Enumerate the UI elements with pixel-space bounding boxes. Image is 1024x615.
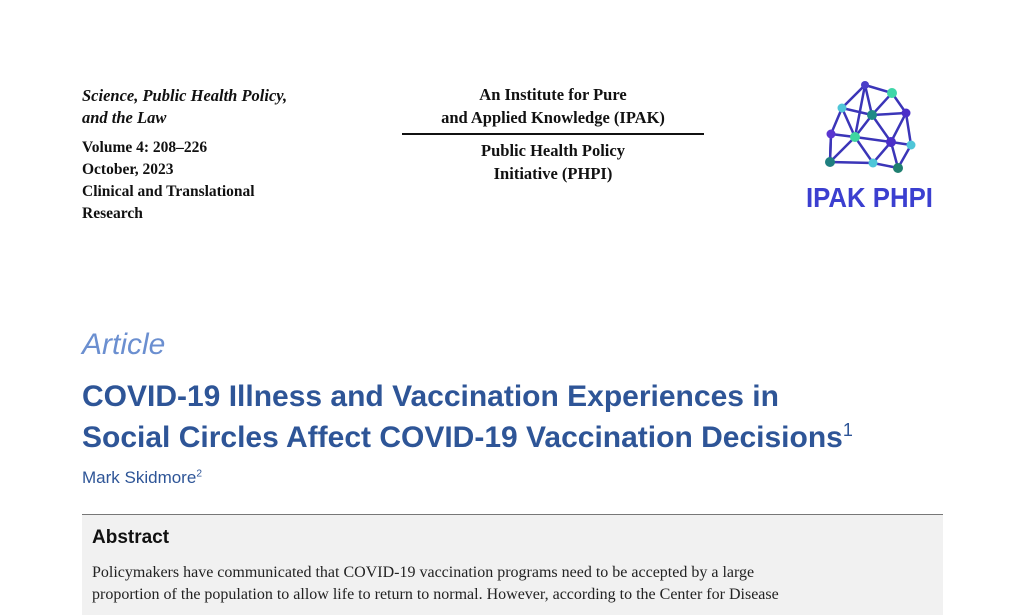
institute-line: and Applied Knowledge (IPAK) [441,108,665,127]
author-name: Mark Skidmore [82,468,197,487]
header-divider [402,133,704,135]
network-logo-icon [825,81,916,173]
author: Mark Skidmore2 [82,468,202,488]
institute-name: An Institute for Pure and Applied Knowle… [402,83,704,129]
initiative-name: Public Health Policy Initiative (PHPI) [402,139,704,185]
abstract-line: proportion of the population to allow li… [92,586,779,603]
issue-meta: Volume 4: 208–226 October, 2023 Clinical… [82,137,255,225]
footnote-ref[interactable]: 2 [196,468,202,480]
institute-line: An Institute for Pure [479,85,627,104]
footnote-ref[interactable]: 1 [842,420,853,440]
abstract-box: Abstract Policymakers have communicated … [82,514,943,615]
logo-text: IPAK PHPI [806,182,933,213]
initiative-line: Initiative (PHPI) [493,164,613,183]
category-line: Research [82,205,143,222]
journal-name: Science, Public Health Policy, and the L… [82,85,287,129]
title-line: Social Circles Affect COVID-19 Vaccinati… [82,421,843,454]
title-line: COVID-19 Illness and Vaccination Experie… [82,380,779,413]
abstract-line: Policymakers have communicated that COVI… [92,564,755,581]
category-line: Clinical and Translational [82,183,255,200]
volume: Volume 4: 208–226 [82,139,208,156]
journal-line: and the Law [82,108,167,127]
article-title: COVID-19 Illness and Vaccination Experie… [82,376,853,458]
article-type: Article [82,328,166,361]
date: October, 2023 [82,161,174,178]
journal-line: Science, Public Health Policy, [82,86,288,105]
abstract-text: Policymakers have communicated that COVI… [92,562,942,606]
abstract-heading: Abstract [92,527,170,548]
initiative-line: Public Health Policy [481,141,625,160]
